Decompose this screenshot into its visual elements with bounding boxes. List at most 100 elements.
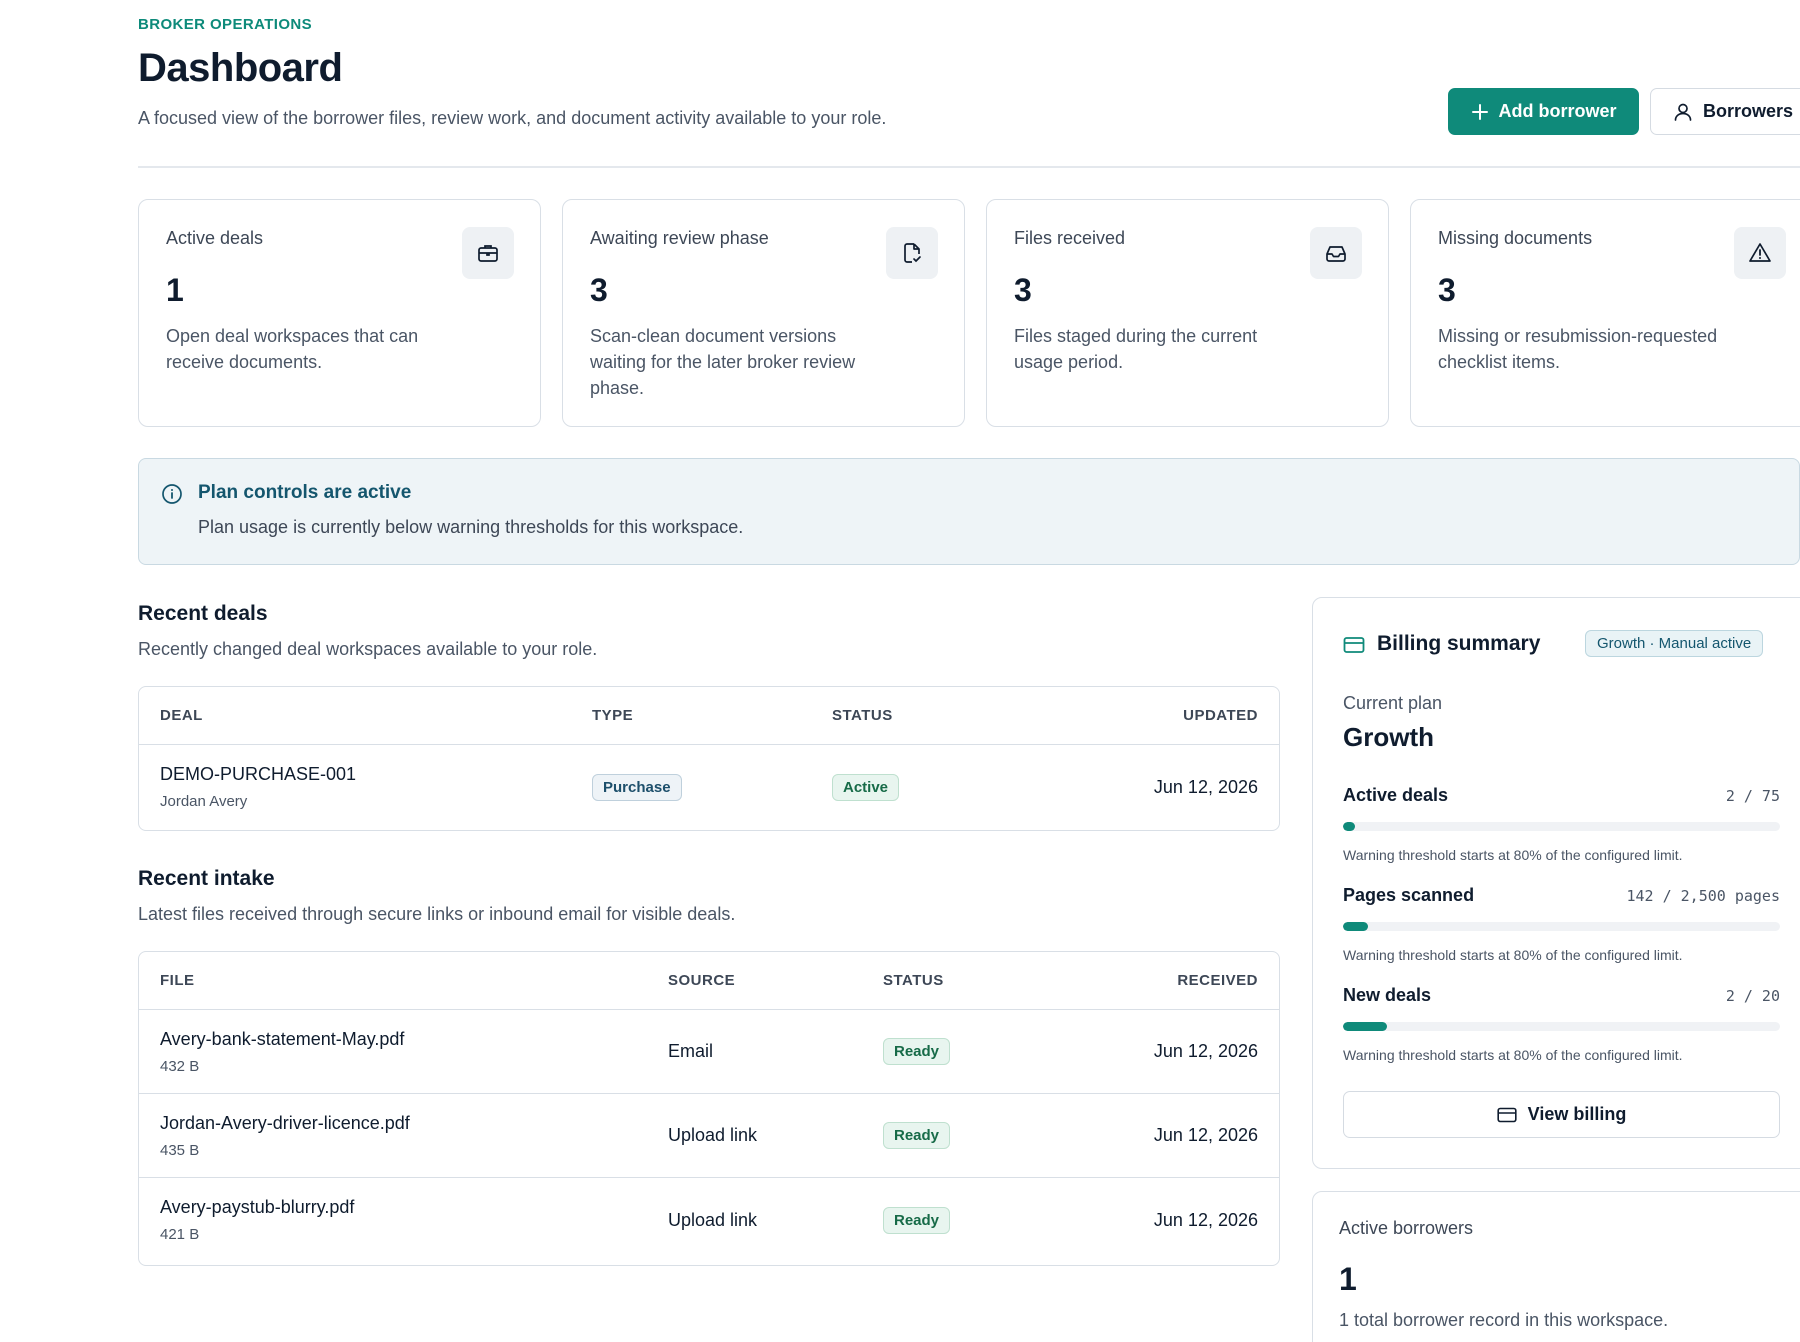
column-header-updated: UPDATED <box>1183 707 1258 724</box>
status-cell: Active <box>832 773 900 801</box>
meter-fill <box>1343 1022 1387 1031</box>
stat-label: Files received <box>1014 228 1126 248</box>
credit-card-icon <box>1497 1107 1517 1122</box>
meter-fill <box>1343 822 1355 831</box>
updated-date: Jun 12, 2026 <box>1153 776 1258 797</box>
column-header-status: STATUS <box>832 707 893 724</box>
stat-card-files-received: Files received 3 Files staged during the… <box>986 199 1389 427</box>
stat-value: 3 <box>1438 272 1456 308</box>
notice-title: Plan controls are active <box>198 482 412 503</box>
plus-icon <box>1471 103 1488 120</box>
file-size: 435 B <box>160 1141 200 1159</box>
recent-intake-title: Recent intake <box>138 867 275 890</box>
add-borrower-label: Add borrower <box>1498 101 1617 121</box>
meter-label: Active deals <box>1343 785 1449 805</box>
source-cell: Upload link <box>668 1209 758 1230</box>
recent-intake-table: FILE SOURCE STATUS RECEIVED Avery-bank-s… <box>138 951 1280 1266</box>
stat-card-awaiting-review: Awaiting review phase 3 Scan-clean docum… <box>562 199 965 427</box>
column-header-file: FILE <box>160 972 195 989</box>
page-subtitle: A focused view of the borrower files, re… <box>138 108 887 128</box>
column-header-status: STATUS <box>883 972 944 989</box>
stat-description: Missing or resubmission-requested checkl… <box>1438 326 1718 372</box>
type-badge: Purchase <box>592 773 682 801</box>
file-name[interactable]: Jordan-Avery-driver-licence.pdf <box>160 1112 410 1133</box>
column-header-deal: DEAL <box>160 707 203 724</box>
meter-track <box>1343 1022 1780 1031</box>
usage-meter-active-deals: Active deals 2 / 75 Warning threshold st… <box>1343 785 1780 863</box>
table-row[interactable]: Avery-bank-statement-May.pdf 432 B Email… <box>139 1010 1279 1094</box>
table-header: FILE SOURCE STATUS RECEIVED <box>139 952 1279 1010</box>
table-row[interactable]: Jordan-Avery-driver-licence.pdf 435 B Up… <box>139 1094 1279 1178</box>
source-cell: Email <box>668 1041 714 1061</box>
meter-fill <box>1343 922 1368 931</box>
usage-meter-pages-scanned: Pages scanned 142 / 2,500 pages Warning … <box>1343 885 1780 963</box>
file-size: 432 B <box>160 1057 200 1075</box>
meter-track <box>1343 922 1780 931</box>
add-borrower-button[interactable]: Add borrower <box>1448 88 1639 135</box>
stats-row: Active deals 1 Open deal workspaces that… <box>138 199 1800 427</box>
borrowers-button[interactable]: Borrowers <box>1650 88 1800 135</box>
current-plan-name: Growth <box>1343 722 1434 752</box>
column-header-received: RECEIVED <box>1177 972 1258 989</box>
status-badge: Ready <box>883 1038 951 1065</box>
recent-deals-subtitle: Recently changed deal workspaces availab… <box>138 639 598 659</box>
stat-label: Awaiting review phase <box>590 228 769 248</box>
header-actions: Add borrower Borrowers <box>1448 88 1800 135</box>
received-date: Jun 12, 2026 <box>1153 1209 1258 1230</box>
current-plan-label: Current plan <box>1343 693 1443 713</box>
meter-label: Pages scanned <box>1343 885 1475 905</box>
stat-value: 3 <box>1014 272 1032 308</box>
meter-label: New deals <box>1343 985 1432 1005</box>
meter-value: 2 / 75 <box>1725 787 1780 805</box>
stat-card-missing-documents: Missing documents 3 Missing or resubmiss… <box>1410 199 1800 427</box>
table-header: DEAL TYPE STATUS UPDATED <box>139 687 1279 745</box>
billing-summary-card: Billing summary Growth · Manual active C… <box>1312 597 1800 1169</box>
file-check-icon <box>886 227 938 279</box>
page-title: Dashboard <box>138 46 343 90</box>
meter-track <box>1343 822 1780 831</box>
file-cell: Avery-paystub-blurry.pdf 421 B <box>160 1197 354 1243</box>
usage-meter-new-deals: New deals 2 / 20 Warning threshold start… <box>1343 985 1780 1063</box>
status-cell: Ready <box>883 1038 951 1065</box>
info-icon <box>162 484 182 504</box>
active-borrowers-description: 1 total borrower record in this workspac… <box>1339 1310 1669 1330</box>
notice-body: Plan usage is currently below warning th… <box>198 517 744 537</box>
deal-name[interactable]: DEMO-PURCHASE-001 <box>160 764 357 784</box>
table-row[interactable]: Avery-paystub-blurry.pdf 421 B Upload li… <box>139 1178 1279 1262</box>
status-badge: Active <box>832 773 900 801</box>
plan-controls-notice: Plan controls are active Plan usage is c… <box>138 458 1800 565</box>
stat-card-active-deals: Active deals 1 Open deal workspaces that… <box>138 199 541 427</box>
recent-deals-title: Recent deals <box>138 602 268 625</box>
billing-title: Billing summary <box>1377 632 1541 655</box>
stat-value: 1 <box>166 272 184 308</box>
active-borrowers-label: Active borrowers <box>1339 1218 1474 1238</box>
credit-card-icon <box>1343 637 1365 653</box>
meter-note: Warning threshold starts at 80% of the c… <box>1343 947 1683 963</box>
user-icon <box>1674 103 1692 121</box>
view-billing-label: View billing <box>1527 1104 1627 1124</box>
view-billing-button[interactable]: View billing <box>1343 1091 1780 1138</box>
table-row[interactable]: DEMO-PURCHASE-001 Jordan Avery Purchase … <box>139 745 1279 829</box>
active-borrowers-value: 1 <box>1339 1261 1357 1297</box>
active-borrowers-card: Active borrowers 1 1 total borrower reco… <box>1312 1191 1800 1342</box>
borrowers-label: Borrowers <box>1703 101 1794 121</box>
header-divider <box>138 166 1800 168</box>
inbox-icon <box>1310 227 1362 279</box>
meter-note: Warning threshold starts at 80% of the c… <box>1343 847 1683 863</box>
file-name[interactable]: Avery-paystub-blurry.pdf <box>160 1197 355 1217</box>
deal-borrower: Jordan Avery <box>160 793 248 810</box>
recent-deals-table: DEAL TYPE STATUS UPDATED DEMO-PURCHASE-0… <box>138 686 1280 831</box>
stat-label: Active deals <box>166 228 264 248</box>
warning-icon <box>1734 227 1786 279</box>
received-date: Jun 12, 2026 <box>1153 1041 1258 1061</box>
column-header-source: SOURCE <box>668 972 736 989</box>
file-name[interactable]: Avery-bank-statement-May.pdf <box>160 1028 405 1049</box>
source-cell: Upload link <box>668 1125 758 1145</box>
stat-label: Missing documents <box>1438 228 1593 248</box>
status-badge: Ready <box>883 1206 951 1234</box>
stat-description: Files staged during the current usage pe… <box>1014 326 1258 372</box>
stat-description: Open deal workspaces that can receive do… <box>166 326 419 372</box>
status-cell: Ready <box>883 1122 951 1149</box>
type-cell: Purchase <box>592 773 682 801</box>
deal-cell: DEMO-PURCHASE-001 Jordan Avery <box>160 764 356 810</box>
